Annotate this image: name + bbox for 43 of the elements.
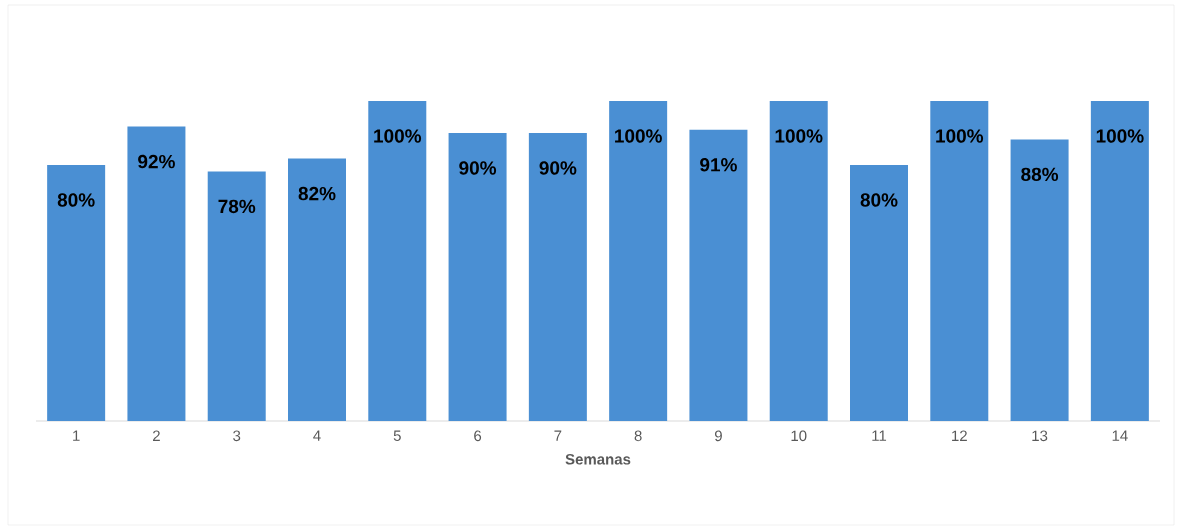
x-tick-label: 6 — [474, 430, 482, 442]
bar — [930, 101, 989, 421]
x-axis-title: Semanas — [565, 453, 631, 465]
x-tick-label: 8 — [634, 430, 642, 442]
data-label: 100% — [615, 129, 662, 143]
data-label: 100% — [775, 129, 823, 143]
data-label: 92% — [138, 154, 175, 169]
x-tick-label: 7 — [554, 430, 562, 441]
data-label: 88% — [1021, 167, 1059, 182]
x-tick-label: 14 — [1112, 430, 1128, 441]
bar — [448, 133, 507, 421]
data-label: 78% — [218, 199, 256, 214]
x-tick-label: 13 — [1032, 430, 1048, 442]
x-tick-label: 4 — [313, 430, 321, 441]
data-label: 80% — [860, 193, 898, 207]
x-tick-label: 1 — [73, 430, 80, 441]
data-label: 90% — [539, 161, 577, 175]
x-tick-label: 2 — [153, 430, 160, 441]
x-tick-label: 5 — [393, 430, 401, 441]
bar — [1090, 101, 1149, 421]
x-tick-label: 9 — [714, 430, 722, 442]
x-tick-label: 10 — [791, 430, 807, 442]
data-label: 100% — [1096, 129, 1144, 143]
bar — [609, 101, 668, 421]
bar — [689, 129, 748, 421]
data-label: 100% — [374, 129, 422, 143]
data-label: 90% — [459, 161, 497, 175]
x-tick-label: 11 — [872, 430, 887, 441]
bar — [850, 165, 908, 421]
bar — [769, 101, 828, 421]
data-label: 82% — [298, 186, 336, 201]
x-tick-label: 3 — [233, 430, 241, 442]
x-tick-label: 12 — [952, 430, 967, 441]
bar — [288, 158, 346, 421]
bar — [368, 101, 427, 421]
data-label: 100% — [936, 129, 984, 143]
bar — [47, 165, 106, 421]
bar — [207, 171, 266, 421]
data-label: 91% — [700, 158, 737, 172]
bar — [528, 133, 587, 421]
bar — [1010, 139, 1069, 421]
data-label: 80% — [57, 193, 95, 207]
bar — [127, 126, 186, 421]
